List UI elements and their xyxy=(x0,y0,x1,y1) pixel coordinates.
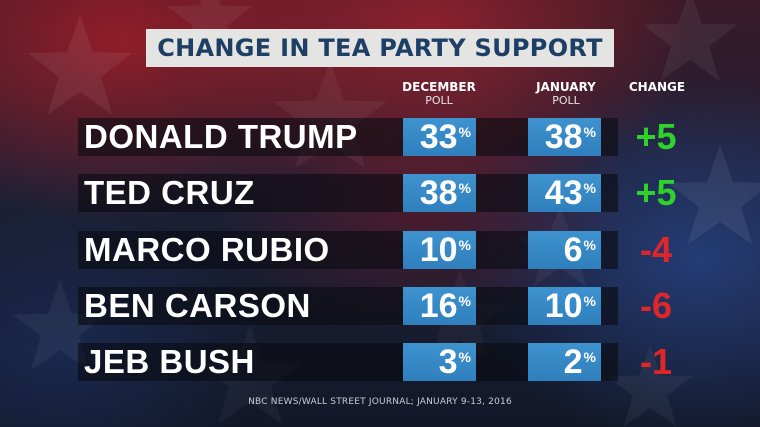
chart-title: CHANGE IN TEA PARTY SUPPORT xyxy=(157,34,603,62)
header-december-label: DECEMBER xyxy=(402,80,476,94)
january-value-cell: 43% xyxy=(528,174,601,212)
percent-sign: % xyxy=(583,349,596,365)
change-value: -6 xyxy=(639,285,672,326)
header-january: JANUARY POLL xyxy=(524,80,608,107)
candidate-name: TED CRUZ xyxy=(84,174,255,211)
percent-sign: % xyxy=(458,180,471,196)
title-banner: CHANGE IN TEA PARTY SUPPORT xyxy=(146,29,614,67)
header-december: DECEMBER POLL xyxy=(397,80,481,107)
december-value-cell: 38% xyxy=(403,174,476,212)
january-value-cell: 38% xyxy=(528,118,601,156)
source-note: NBC NEWS/WALL STREET JOURNAL; JANUARY 9-… xyxy=(248,397,512,407)
december-value-cell: 3% xyxy=(403,343,476,381)
december-value: 38 xyxy=(419,174,458,212)
change-value: +5 xyxy=(635,172,677,213)
january-value-cell: 6% xyxy=(528,231,601,269)
candidate-name: DONALD TRUMP xyxy=(84,118,358,155)
change-value: +5 xyxy=(635,116,677,157)
january-value: 6 xyxy=(563,231,583,269)
december-value-cell: 16% xyxy=(403,287,476,325)
percent-sign: % xyxy=(458,237,471,253)
candidate-name: MARCO RUBIO xyxy=(84,231,330,268)
header-change-label: CHANGE xyxy=(628,80,686,94)
percent-sign: % xyxy=(458,293,471,309)
candidate-name: BEN CARSON xyxy=(84,287,311,324)
change-value: -1 xyxy=(639,341,672,382)
percent-sign: % xyxy=(458,349,471,365)
december-value: 33 xyxy=(419,118,458,156)
header-january-label: JANUARY xyxy=(536,80,596,94)
header-change: CHANGE xyxy=(615,80,699,94)
january-value: 38 xyxy=(544,118,583,156)
change-value: -4 xyxy=(639,229,672,270)
header-january-sub: POLL xyxy=(552,94,580,107)
december-value: 3 xyxy=(438,343,458,381)
percent-sign: % xyxy=(583,124,596,140)
candidate-name: JEB BUSH xyxy=(84,343,255,380)
header-december-sub: POLL xyxy=(425,94,453,107)
december-value: 10 xyxy=(419,231,458,269)
december-value-cell: 10% xyxy=(403,231,476,269)
january-value: 43 xyxy=(544,174,583,212)
december-value: 16 xyxy=(419,287,458,325)
january-value: 10 xyxy=(544,287,583,325)
january-value: 2 xyxy=(563,343,583,381)
percent-sign: % xyxy=(583,293,596,309)
january-value-cell: 10% xyxy=(528,287,601,325)
percent-sign: % xyxy=(458,124,471,140)
january-value-cell: 2% xyxy=(528,343,601,381)
percent-sign: % xyxy=(583,237,596,253)
december-value-cell: 33% xyxy=(403,118,476,156)
percent-sign: % xyxy=(583,180,596,196)
